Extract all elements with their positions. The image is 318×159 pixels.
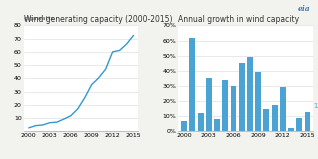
Bar	[239, 63, 245, 131]
Bar	[214, 119, 220, 131]
Bar	[197, 113, 204, 131]
Bar	[263, 109, 269, 131]
Bar	[222, 80, 228, 131]
Text: eia: eia	[297, 5, 310, 13]
Bar	[190, 38, 195, 131]
Bar	[288, 128, 294, 131]
Bar	[280, 87, 286, 131]
Text: Wind generating capacity (2000-2015): Wind generating capacity (2000-2015)	[24, 15, 172, 24]
Text: Annual growth in wind capacity: Annual growth in wind capacity	[178, 15, 300, 24]
Bar	[231, 86, 237, 131]
Text: 13%: 13%	[313, 103, 318, 109]
Text: gigawatts: gigawatts	[24, 16, 55, 21]
Bar	[181, 121, 187, 131]
Bar	[296, 118, 302, 131]
Bar	[255, 72, 261, 131]
Bar	[305, 112, 310, 131]
Bar	[206, 78, 212, 131]
Bar	[247, 57, 253, 131]
Bar	[272, 106, 278, 131]
